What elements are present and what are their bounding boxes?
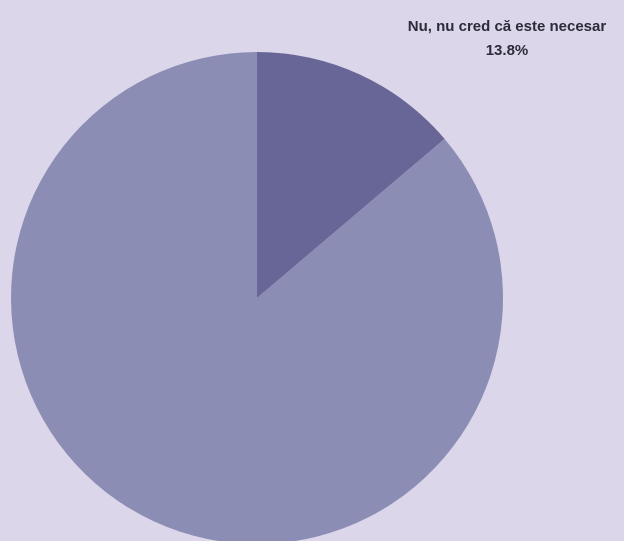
slice-label-nu-nu-cred: Nu, nu cred că este necesar [408, 18, 607, 35]
pie-slice-0 [257, 52, 445, 298]
pie-slices [11, 52, 503, 541]
pie-labels: Nu, nu cred că este necesar 13.8% [408, 18, 607, 59]
pie-slice-1 [11, 52, 503, 541]
slice-value-nu-nu-cred: 13.8% [486, 42, 529, 59]
